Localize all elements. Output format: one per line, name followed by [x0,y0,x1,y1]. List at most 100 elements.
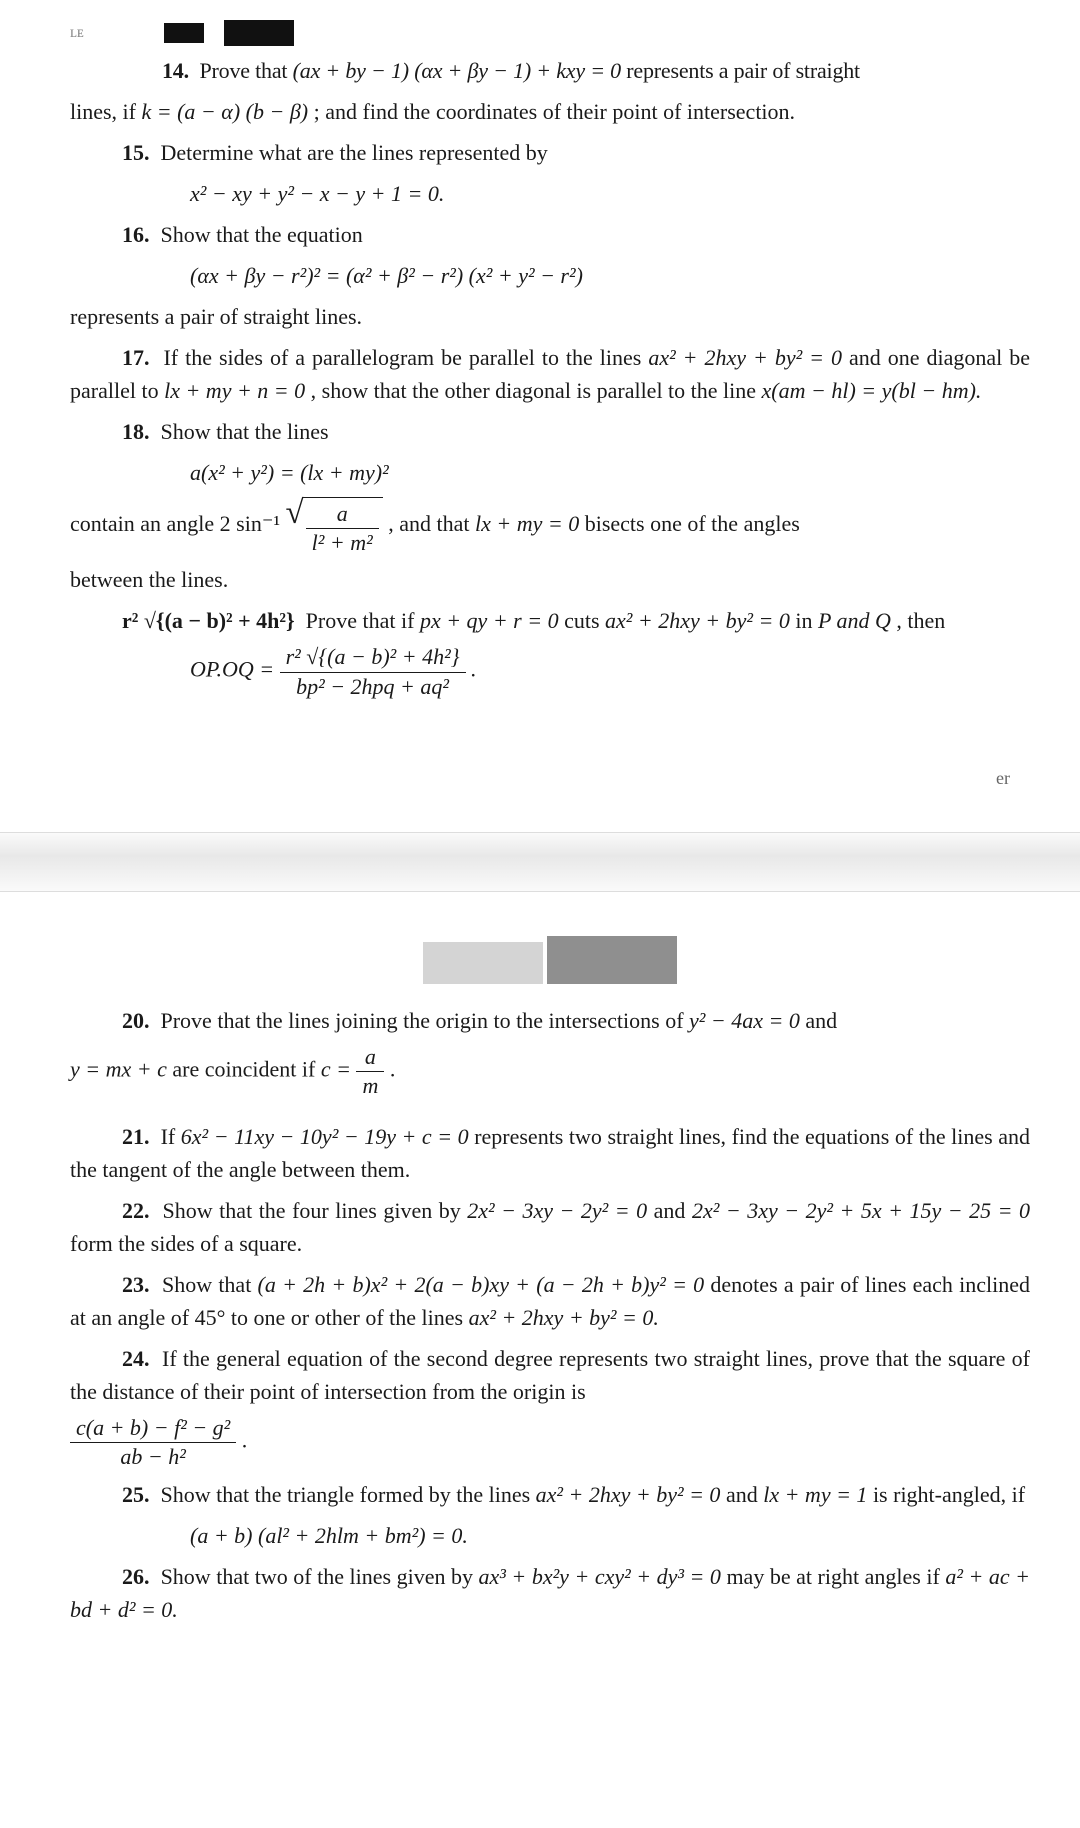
q17-c: , show that the other diagonal is parall… [311,378,762,403]
q23-expr1: (a + 2h + b)x² + 2(a − b)xy + (a − 2h + … [258,1272,705,1297]
q19-frac: r² √{(a − b)² + 4h²} bp² − 2hpq + aq² [280,645,466,698]
mid-redaction-row [70,942,1030,984]
q16-text: Show that the equation [161,222,363,247]
sqrt-block: √ a l² + m² [286,497,383,555]
q17-expr2: lx + my + n = 0 [164,378,305,403]
smudge-mark: ʟᴇ [70,21,84,45]
q26-expr1: ax³ + bx²y + cxy² + dy³ = 0 [479,1564,721,1589]
q14-text-b: represents a pair of straight [626,58,860,83]
q14-line2-a: lines, if [70,99,142,124]
q19-a: Prove that if [306,608,420,633]
q22-expr1: 2x² − 3xy − 2y² = 0 [467,1198,647,1223]
q19-pq: P and Q [818,608,891,633]
q23-num: 23. [122,1272,150,1297]
q18-equation: a(x² + y²) = (lx + my)² [190,456,1030,489]
q18-tail2: between the lines. [70,563,1030,596]
q19-dot: . [471,657,477,682]
q20-num: 20. [122,1008,150,1033]
q25-expr1: ax² + 2hxy + by² = 0 [536,1482,721,1507]
top-redaction-row: ʟᴇ [70,20,1030,46]
q17-a: If the sides of a parallelogram be paral… [163,345,648,370]
q25-mid: and [726,1482,763,1507]
q18-tail: bisects one of the angles [585,511,800,536]
q18-a: Show that the lines [161,419,329,444]
q19-equation: OP.OQ = r² √{(a − b)² + 4h²} bp² − 2hpq … [190,645,1030,698]
question-25: 25. Show that the triangle formed by the… [70,1478,1030,1511]
question-19: r² √{(a − b)² + 4h²} Prove that if px + … [70,604,1030,637]
q14-line2-expr: k = (a − α) (b − β) [142,99,309,124]
q23-a: Show that [162,1272,258,1297]
gray-smudge-1 [423,942,543,984]
question-21: 21. If 6x² − 11xy − 10y² − 19y + c = 0 r… [70,1120,1030,1186]
question-14-line2: lines, if k = (a − α) (b − β) ; and find… [70,95,1030,128]
page-bottom: 20. Prove that the lines joining the ori… [0,892,1080,1674]
q24-num: 24. [122,1346,150,1371]
q25-expr2: lx + my = 1 [763,1482,867,1507]
q22-mid: and [654,1198,692,1223]
q24-frac-num: c(a + b) − f² − g² [70,1416,236,1443]
q20-dot: . [390,1056,396,1081]
q19-d: , then [896,608,945,633]
q20-frac-den: m [356,1072,384,1098]
sqrt-body: a l² + m² [302,497,383,555]
q18-expr: lx + my = 0 [475,511,579,536]
question-15: 15. Determine what are the lines represe… [70,136,1030,169]
q19-num: r² √{(a − b)² + 4h²} [122,608,295,633]
q18-pre: contain an angle 2 sin⁻¹ [70,511,286,536]
q15-num: 15. [122,140,150,165]
question-23: 23. Show that (a + 2h + b)x² + 2(a − b)x… [70,1268,1030,1334]
question-17: 17. If the sides of a parallelogram be p… [70,341,1030,407]
q14-line2-b: ; and find the coordinates of their poin… [314,99,795,124]
question-20: 20. Prove that the lines joining the ori… [70,1004,1030,1037]
q25-num: 25. [122,1482,150,1507]
q26-a: Show that two of the lines given by [161,1564,479,1589]
q19-c: in [795,608,818,633]
q25-b: is right-angled, if [873,1482,1025,1507]
q24-frac-line: c(a + b) − f² − g² ab − h² . [70,1416,1030,1469]
question-14: 14. Prove that (ax + by − 1) (αx + βy − … [70,54,1030,87]
q25-a: Show that the triangle formed by the lin… [161,1482,536,1507]
q20-a: Prove that the lines joining the origin … [161,1008,690,1033]
q18-frac-num: a [306,502,379,529]
q19-frac-den: bp² − 2hpq + aq² [280,673,466,699]
q16-tail: represents a pair of straight lines. [70,300,1030,333]
q19-lhs: OP.OQ = [190,657,280,682]
question-26: 26. Show that two of the lines given by … [70,1560,1030,1626]
q18-frac-den: l² + m² [306,529,379,555]
q16-equation: (αx + βy − r²)² = (α² + β² − r²) (x² + y… [190,259,1030,292]
redaction-block-2 [224,20,294,46]
q24-dot: . [242,1428,248,1453]
q18-post: , and that [388,511,475,536]
q20-frac-lhs: c = [321,1056,357,1081]
q17-expr1: ax² + 2hxy + by² = 0 [648,345,842,370]
q22-a: Show that the four lines given by [163,1198,468,1223]
q14-num: 14. [162,58,189,83]
q24-frac-den: ab − h² [70,1443,236,1469]
q15-text: Determine what are the lines represented… [161,140,548,165]
q14-text-a: Prove that [200,58,293,83]
q24-a: If the general equation of the second de… [70,1346,1030,1404]
q20-expr1: y² − 4ax = 0 [689,1008,800,1033]
q20-frac: a m [356,1045,384,1098]
q19-b: cuts [564,608,605,633]
q20-line2a: y = mx + c [70,1056,167,1081]
q17-expr3: x(am − hl) = y(bl − hm). [762,378,982,403]
q20-frac-num: a [356,1045,384,1072]
q18-num: 18. [122,419,150,444]
q21-num: 21. [122,1124,150,1149]
q16-num: 16. [122,222,150,247]
q19-expr1: px + qy + r = 0 [420,608,559,633]
q19-expr2: ax² + 2hxy + by² = 0 [605,608,790,633]
q25-equation: (a + b) (al² + 2hlm + bm²) = 0. [190,1519,1030,1552]
question-16: 16. Show that the equation [70,218,1030,251]
question-18: 18. Show that the lines [70,415,1030,448]
q15-equation: x² − xy + y² − x − y + 1 = 0. [190,177,1030,210]
q17-num: 17. [122,345,150,370]
q22-b: form the sides of a square. [70,1231,302,1256]
q20-b: and [805,1008,837,1033]
q22-num: 22. [122,1198,150,1223]
page-corner-text: er [996,765,1010,792]
gray-smudge-2 [547,936,677,984]
q22-expr2: 2x² − 3xy − 2y² + 5x + 15y − 25 = 0 [692,1198,1030,1223]
q21-a: If [161,1124,181,1149]
